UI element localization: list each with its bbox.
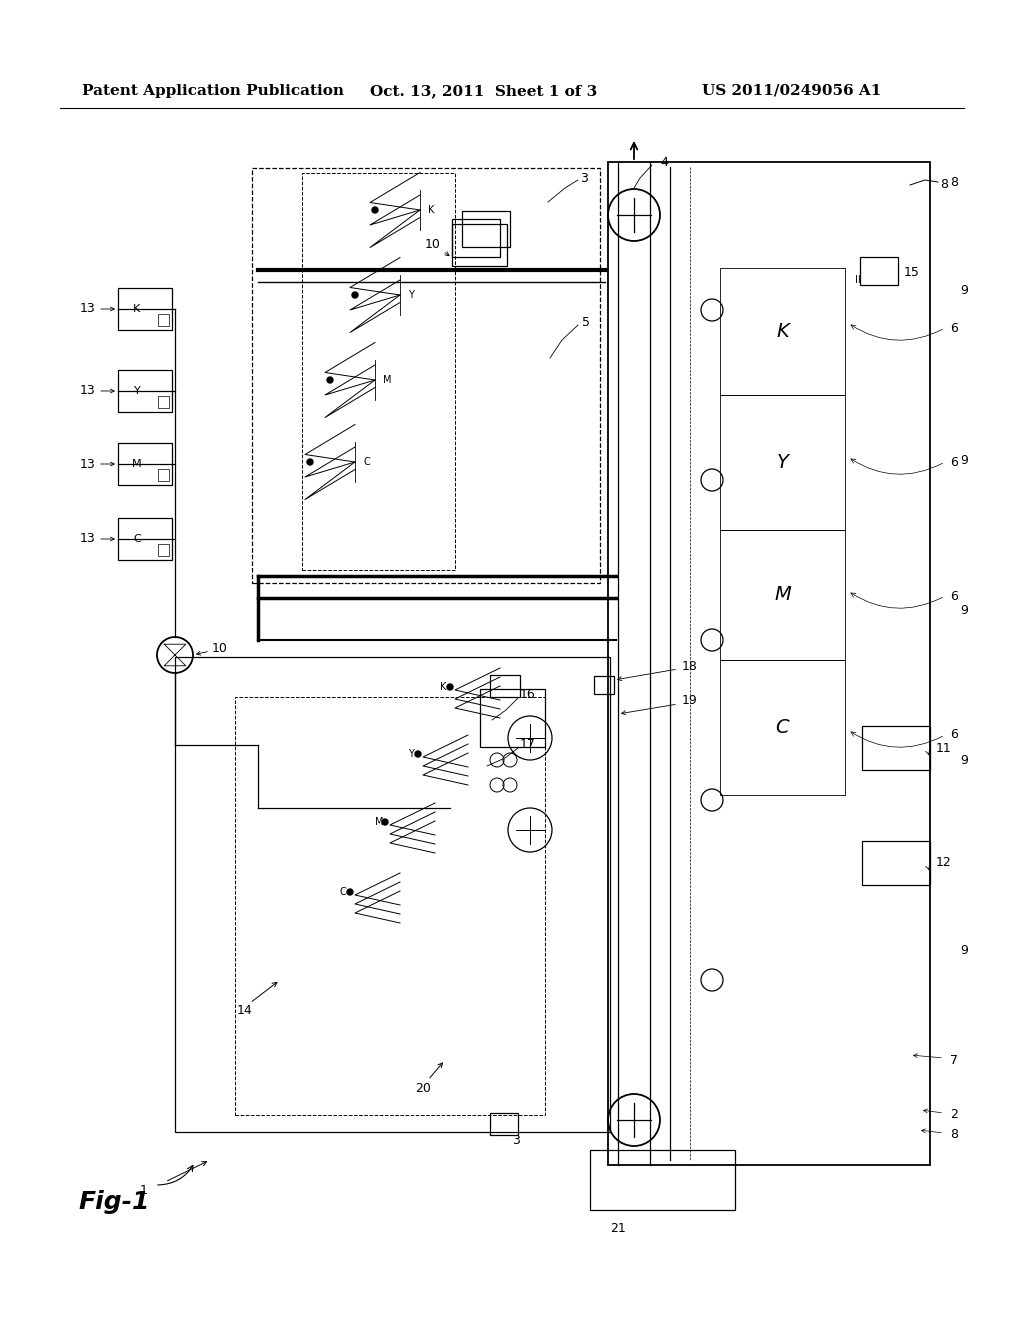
Text: 13: 13 [80, 302, 96, 315]
Text: C: C [133, 535, 141, 544]
Bar [158, 396, 169, 408]
Circle shape [347, 888, 353, 895]
Text: 12: 12 [936, 857, 951, 870]
Bar [608, 162, 930, 1166]
Text: 6: 6 [950, 590, 957, 602]
Bar [452, 224, 507, 267]
Text: 8: 8 [950, 1129, 958, 1142]
Text: 13: 13 [80, 458, 96, 470]
Text: C: C [340, 887, 347, 898]
Circle shape [382, 818, 388, 825]
Text: 13: 13 [80, 532, 96, 545]
Bar [480, 689, 545, 747]
Text: Oct. 13, 2011  Sheet 1 of 3: Oct. 13, 2011 Sheet 1 of 3 [370, 84, 597, 98]
Text: 16: 16 [520, 689, 536, 701]
Text: M: M [132, 459, 141, 469]
Circle shape [327, 378, 333, 383]
Text: 8: 8 [950, 176, 958, 189]
Text: 9: 9 [961, 603, 968, 616]
Text: Y: Y [408, 290, 414, 300]
Text: 11: 11 [936, 742, 951, 755]
Text: K: K [428, 205, 434, 215]
Bar [258, 576, 616, 598]
Bar [302, 173, 455, 570]
Text: 9: 9 [961, 284, 968, 297]
Bar [720, 395, 845, 531]
Bar [862, 841, 930, 884]
Bar [118, 444, 172, 484]
Bar [175, 657, 610, 1133]
Text: 5: 5 [582, 315, 590, 329]
Text: K: K [776, 322, 788, 341]
Text: 1: 1 [140, 1184, 147, 1196]
Text: C: C [362, 457, 370, 467]
Text: K: K [133, 304, 140, 314]
Text: 10: 10 [212, 642, 228, 655]
Text: 21: 21 [610, 1221, 626, 1234]
Bar [720, 268, 845, 395]
Text: Patent Application Publication: Patent Application Publication [82, 84, 344, 98]
Text: 3: 3 [512, 1134, 520, 1147]
Text: 9: 9 [961, 454, 968, 466]
Bar [118, 288, 172, 330]
Text: M: M [774, 586, 791, 605]
Bar [158, 544, 169, 556]
Bar [720, 660, 845, 795]
Text: 13: 13 [80, 384, 96, 397]
Bar [158, 469, 169, 480]
Circle shape [447, 684, 453, 690]
Text: 10: 10 [425, 239, 441, 252]
Bar [720, 531, 845, 660]
Bar [594, 676, 614, 694]
Text: 20: 20 [415, 1081, 431, 1094]
Bar [234, 697, 545, 1115]
Text: C: C [776, 718, 790, 737]
Text: M: M [375, 817, 384, 828]
Circle shape [352, 292, 358, 298]
Text: 4: 4 [660, 156, 668, 169]
Bar [462, 211, 510, 247]
Bar [452, 219, 500, 257]
Bar [118, 370, 172, 412]
Text: 17: 17 [520, 738, 536, 751]
Circle shape [307, 459, 313, 465]
Text: 8: 8 [940, 178, 948, 191]
Bar [860, 257, 898, 285]
Text: 3: 3 [580, 172, 588, 185]
Text: Y: Y [133, 385, 140, 396]
Text: Fig-1: Fig-1 [78, 1191, 150, 1214]
Text: Y: Y [776, 453, 788, 473]
Text: 2: 2 [950, 1109, 957, 1122]
Text: 15: 15 [904, 265, 920, 279]
Bar [158, 314, 169, 326]
Text: 7: 7 [950, 1053, 958, 1067]
Bar [490, 675, 520, 697]
Bar [118, 517, 172, 560]
Circle shape [372, 207, 378, 213]
Bar [252, 168, 600, 583]
Circle shape [415, 751, 421, 756]
Text: II: II [855, 275, 861, 285]
Bar [590, 1150, 735, 1210]
Text: 14: 14 [237, 1003, 253, 1016]
Text: 6: 6 [950, 322, 957, 334]
Text: Y: Y [408, 748, 414, 759]
Text: 19: 19 [682, 693, 697, 706]
Text: US 2011/0249056 A1: US 2011/0249056 A1 [702, 84, 882, 98]
Text: 6: 6 [950, 455, 957, 469]
Text: 9: 9 [961, 944, 968, 957]
Bar [862, 726, 930, 770]
Text: 9: 9 [961, 754, 968, 767]
Text: M: M [383, 375, 391, 385]
Text: K: K [440, 682, 446, 692]
Text: 6: 6 [950, 729, 957, 742]
Text: 18: 18 [682, 660, 698, 672]
Bar [490, 1113, 518, 1135]
